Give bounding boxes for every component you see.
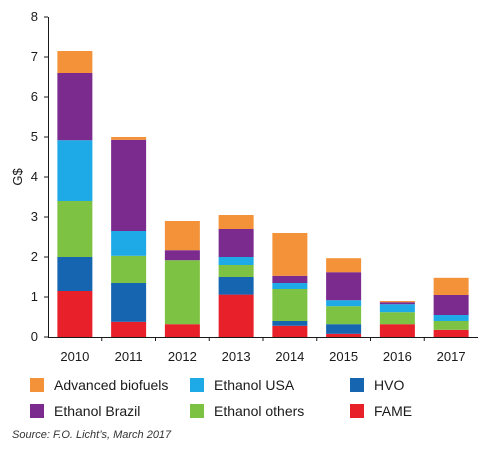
y-axis-title: G$	[10, 168, 25, 186]
legend-row-2: Ethanol Brazil Ethanol others FAME	[30, 398, 470, 424]
bar-fame-2013	[218, 294, 254, 337]
bar-fame-2012	[164, 324, 200, 337]
bar-ethanol-others-2012	[164, 260, 200, 325]
bar-ethanol-brazil-2014	[272, 275, 308, 283]
x-tick-label: 2015	[329, 349, 358, 364]
bar-advanced-biofuels-2012	[164, 221, 200, 251]
y-tick-label: 4	[31, 169, 38, 184]
y-tick-label: 2	[31, 249, 38, 264]
bar-advanced-biofuels-2011	[111, 137, 147, 140]
legend-swatch-ethanol-usa	[190, 378, 204, 392]
bar-hvo-2013	[218, 277, 254, 295]
bar-fame-2011	[111, 321, 147, 337]
bar-ethanol-brazil-2012	[164, 250, 200, 261]
x-tick-label: 2016	[383, 349, 412, 364]
x-tick-label: 2012	[168, 349, 197, 364]
bar-advanced-biofuels-2014	[272, 233, 308, 276]
legend-item-ethanol-brazil: Ethanol Brazil	[30, 403, 190, 419]
legend-swatch-ethanol-others	[190, 404, 204, 418]
source-note: Source: F.O. Licht’s, March 2017	[12, 429, 172, 441]
bar-ethanol-others-2014	[272, 289, 308, 321]
bar-fame-2010	[57, 291, 93, 337]
y-tick-label: 3	[31, 209, 38, 224]
bar-ethanol-others-2011	[111, 255, 147, 283]
legend-label: Ethanol Brazil	[54, 403, 141, 419]
bar-ethanol-others-2016	[379, 312, 415, 325]
bar-hvo-2010	[57, 257, 93, 291]
y-tick-label: 7	[31, 49, 38, 64]
legend: Advanced biofuels Ethanol USA HVO Ethano…	[30, 372, 470, 424]
x-tick-label: 2011	[115, 349, 143, 364]
y-tick-label: 5	[31, 129, 38, 144]
bar-ethanol-brazil-2015	[326, 272, 362, 301]
bar-ethanol-brazil-2016	[379, 302, 415, 305]
legend-label: HVO	[374, 377, 405, 393]
y-tick-label: 1	[31, 289, 38, 304]
bars	[57, 51, 469, 337]
bar-ethanol-others-2010	[57, 201, 93, 257]
legend-item-fame: FAME	[350, 403, 470, 419]
legend-label: FAME	[374, 403, 413, 419]
bar-hvo-2015	[326, 324, 362, 334]
x-tick-label: 2014	[275, 349, 304, 364]
bar-ethanol-others-2017	[433, 321, 469, 330]
bar-ethanol-others-2013	[218, 265, 254, 277]
x-axis-ticks: 2010 2011 2012 2013 2014 2015 2016 2017	[60, 337, 466, 364]
bar-fame-2015	[326, 333, 362, 337]
bar-ethanol-others-2015	[326, 306, 362, 325]
bar-advanced-biofuels-2016	[379, 301, 415, 303]
bar-ethanol-usa-2016	[379, 304, 415, 313]
legend-label: Ethanol USA	[214, 377, 295, 393]
bar-hvo-2014	[272, 321, 308, 326]
bar-ethanol-usa-2013	[218, 257, 254, 265]
x-tick-label: 2010	[60, 349, 89, 364]
y-axis-ticks: 0 1 2 3 4 5 6 7 8	[31, 9, 48, 344]
x-tick-label: 2013	[222, 349, 251, 364]
bar-ethanol-usa-2017	[433, 315, 469, 321]
legend-label: Advanced biofuels	[54, 377, 169, 393]
bar-advanced-biofuels-2010	[57, 51, 93, 73]
bar-advanced-biofuels-2013	[218, 215, 254, 229]
legend-item-ethanol-others: Ethanol others	[190, 403, 350, 419]
bar-ethanol-brazil-2010	[57, 73, 93, 141]
legend-swatch-hvo	[350, 378, 364, 392]
bar-advanced-biofuels-2015	[326, 258, 362, 273]
y-tick-label: 6	[31, 89, 38, 104]
bar-advanced-biofuels-2017	[433, 277, 469, 295]
legend-swatch-ethanol-brazil	[30, 404, 44, 418]
legend-label: Ethanol others	[214, 403, 305, 419]
bar-fame-2014	[272, 325, 308, 337]
bar-ethanol-brazil-2013	[218, 229, 254, 257]
legend-row-1: Advanced biofuels Ethanol USA HVO	[30, 372, 470, 398]
y-tick-label: 8	[31, 9, 38, 24]
bar-ethanol-usa-2014	[272, 283, 308, 289]
legend-swatch-fame	[350, 404, 364, 418]
bar-ethanol-usa-2015	[326, 300, 362, 307]
bar-fame-2016	[379, 324, 415, 337]
legend-item-hvo: HVO	[350, 377, 470, 393]
bar-ethanol-usa-2010	[57, 140, 93, 201]
legend-swatch-advanced-biofuels	[30, 378, 44, 392]
y-tick-label: 0	[31, 329, 38, 344]
bar-hvo-2011	[111, 283, 147, 322]
legend-item-ethanol-usa: Ethanol USA	[190, 377, 350, 393]
bar-fame-2017	[433, 329, 469, 337]
x-tick-label: 2017	[437, 349, 466, 364]
legend-item-advanced-biofuels: Advanced biofuels	[30, 377, 190, 393]
bar-ethanol-brazil-2011	[111, 139, 147, 231]
bar-ethanol-brazil-2017	[433, 295, 469, 315]
bar-ethanol-usa-2011	[111, 231, 147, 256]
